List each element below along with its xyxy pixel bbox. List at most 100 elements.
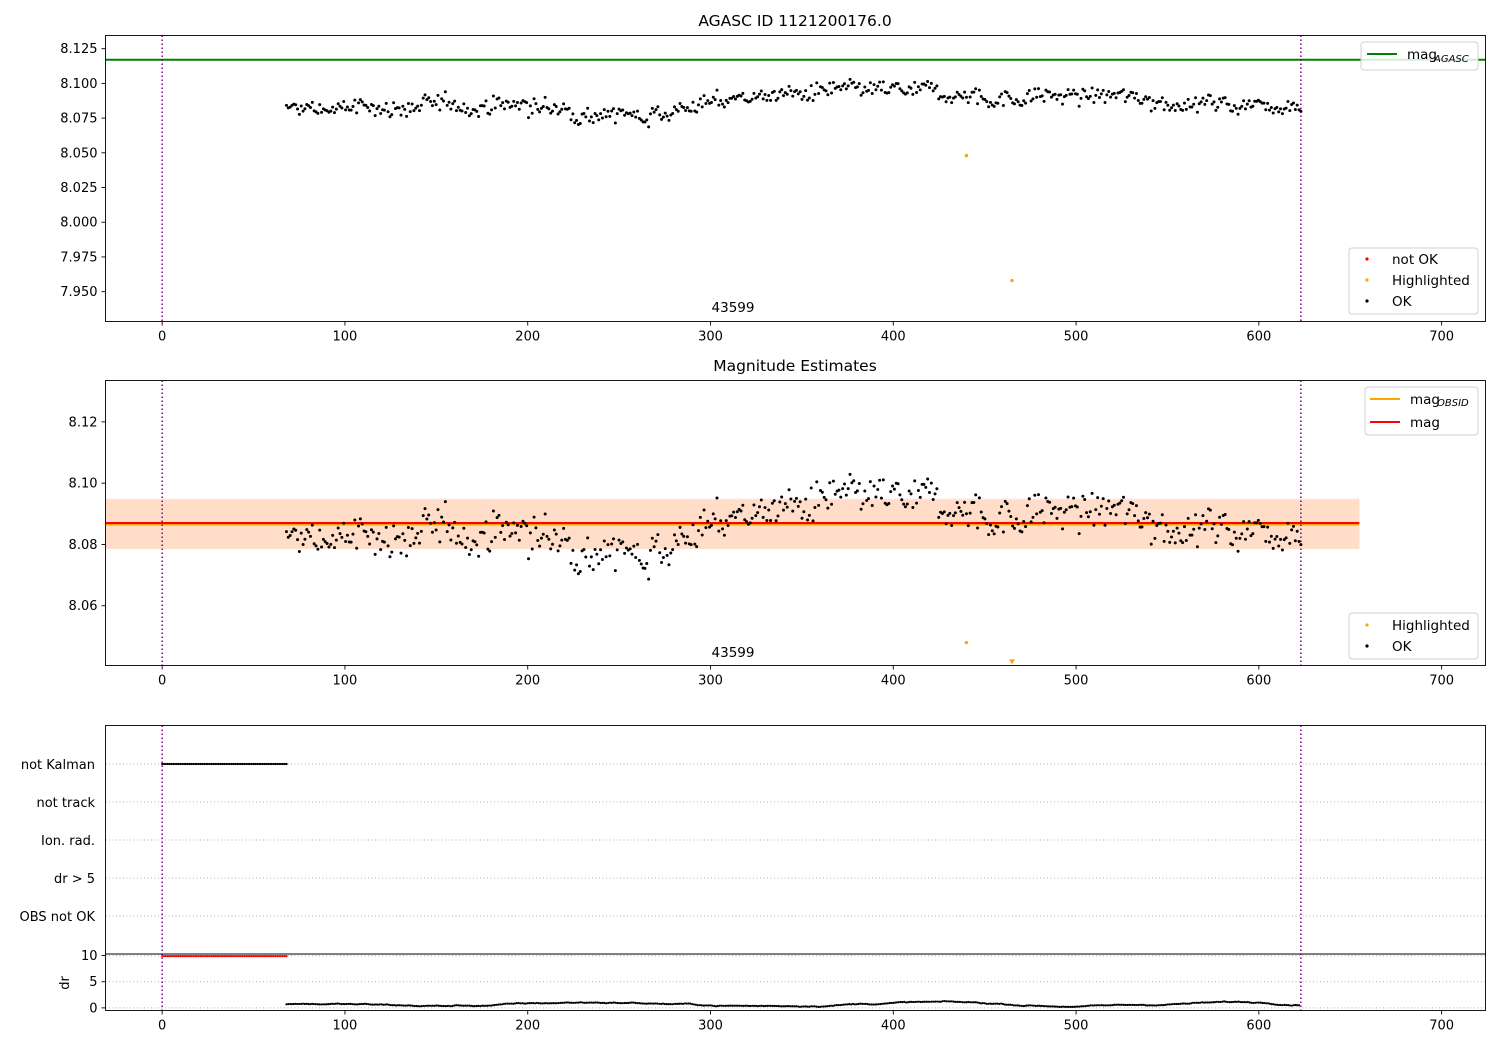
ok-point (713, 517, 717, 521)
dr-not-ok-point (212, 954, 215, 958)
dr-ok-point (1283, 1003, 1286, 1007)
ok-point (296, 107, 300, 111)
ok-point (1290, 528, 1294, 532)
ok-point (1151, 99, 1155, 103)
dr-ok-point (1148, 1004, 1151, 1007)
dr-ok-point (948, 1000, 952, 1003)
ok-point (1092, 523, 1096, 527)
ok-point (549, 111, 553, 115)
ok-point (488, 112, 492, 116)
ok-point (1033, 493, 1037, 497)
dr-ok-point (605, 1002, 608, 1005)
dr-ok-point (411, 1004, 414, 1007)
ok-point (948, 511, 952, 515)
ok-point (299, 531, 303, 535)
ok-point (602, 108, 606, 112)
ok-point (1079, 514, 1083, 518)
ok-point (408, 110, 412, 114)
ok-point (874, 495, 878, 499)
ok-point (390, 113, 394, 117)
ok-point (1055, 97, 1059, 101)
ok-point (676, 543, 680, 547)
ok-point (545, 534, 549, 538)
dr-ok-point (864, 1002, 867, 1005)
ok-point (630, 114, 634, 118)
not-kalman-point (250, 762, 253, 766)
dr-ok-point (596, 1001, 599, 1004)
dr-ok-point (1199, 1001, 1202, 1004)
ok-point (671, 548, 675, 552)
ok-point (987, 105, 991, 109)
ok-point (820, 86, 824, 90)
ok-point (449, 538, 453, 542)
ok-point (918, 495, 922, 499)
ok-point (393, 537, 397, 541)
dr-ok-point (363, 1002, 367, 1005)
ok-point (647, 125, 651, 129)
ok-point (791, 509, 795, 513)
ok-point (935, 487, 939, 491)
ok-point (493, 106, 497, 110)
dr-ok-point (870, 1003, 873, 1006)
ok-point (1075, 505, 1079, 509)
ok-point (1267, 540, 1271, 544)
ok-point (379, 548, 383, 552)
dr-ok-point (910, 1000, 913, 1003)
dr-ok-point (1254, 1001, 1257, 1004)
ok-point (525, 524, 529, 528)
ok-point (632, 110, 636, 114)
x-tick-label: 400 (881, 330, 906, 345)
ok-point (1251, 104, 1255, 108)
dr-not-ok-point (199, 954, 202, 958)
ok-point (547, 107, 551, 111)
panel1-title: AGASC ID 1121200176.0 (698, 12, 891, 30)
ok-point (855, 85, 859, 89)
dr-ok-point (972, 1001, 975, 1004)
ok-point (706, 99, 710, 103)
dr-ok-point (714, 1005, 718, 1008)
ok-point (1035, 95, 1039, 99)
dr-not-ok-point (210, 954, 213, 958)
ok-point (556, 549, 560, 553)
dr-ok-point (352, 1003, 356, 1006)
dr-ok-point (310, 1002, 314, 1005)
dr-not-ok-point (272, 954, 275, 958)
ok-point (462, 526, 466, 530)
dr-not-ok-point (197, 954, 200, 958)
dr-ok-point (1027, 1004, 1030, 1007)
legend-label-ok: OK (1392, 639, 1413, 655)
dr-ok-point (990, 1002, 994, 1005)
dr-ok-point (554, 1002, 557, 1005)
dr-ok-point (1204, 1001, 1207, 1004)
ok-point (573, 568, 577, 572)
ok-point (484, 520, 488, 524)
ok-point (1214, 541, 1218, 545)
dr-ok-point (391, 1004, 394, 1007)
ok-point (332, 111, 336, 115)
dr-ok-point (1228, 1001, 1231, 1004)
dr-ok-point (959, 1000, 963, 1004)
ok-point (527, 557, 531, 561)
dr-ok-point (658, 1002, 661, 1005)
dr-ok-point (753, 1004, 756, 1007)
ok-point (515, 523, 519, 527)
legend-marker-not-ok (1365, 257, 1369, 261)
dr-ok-point (590, 1001, 593, 1004)
ok-point (809, 84, 813, 88)
ok-point (1062, 510, 1066, 514)
dr-ok-point (1263, 1001, 1266, 1005)
ok-point (913, 80, 917, 84)
dr-ok-point (632, 1001, 635, 1004)
dr-ok-point (928, 1000, 931, 1003)
ok-point (417, 109, 421, 113)
dr-ok-point (998, 1002, 1001, 1006)
dr-ok-point (1193, 1001, 1196, 1004)
ok-point (338, 532, 342, 536)
dr-ok-point (822, 1005, 825, 1008)
ok-point (595, 114, 599, 118)
dr-ok-point (1168, 1003, 1171, 1006)
ok-point (1077, 104, 1081, 108)
ok-point (769, 98, 773, 102)
panel2-axes-frame (105, 380, 1486, 666)
ok-point (1105, 507, 1109, 511)
